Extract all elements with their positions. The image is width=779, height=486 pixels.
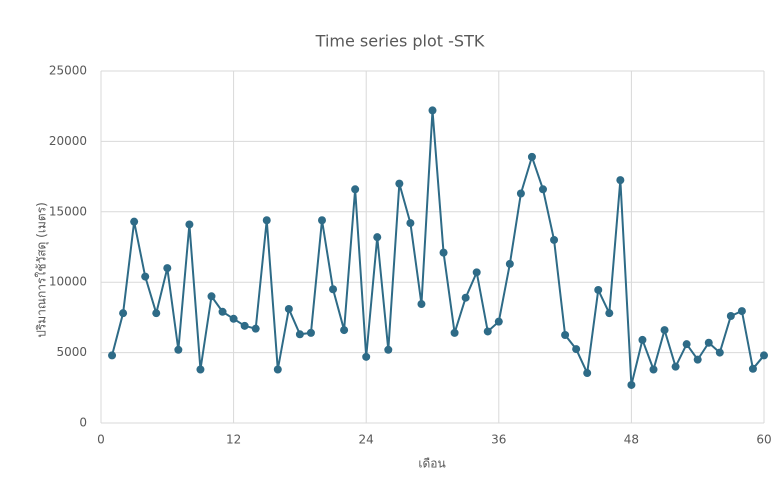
marker — [306, 328, 315, 337]
marker — [649, 365, 658, 374]
chart-title: Time series plot -STK — [315, 32, 485, 51]
x-tick-label: 36 — [491, 433, 506, 447]
marker — [693, 355, 702, 364]
marker — [527, 152, 536, 161]
marker — [450, 328, 459, 337]
marker — [550, 235, 559, 244]
marker — [284, 304, 293, 313]
marker — [572, 345, 581, 354]
marker — [362, 352, 371, 361]
marker — [561, 331, 570, 339]
x-tick-label: 60 — [756, 433, 771, 447]
x-tick-label: 24 — [359, 433, 374, 447]
marker — [251, 324, 260, 333]
marker — [583, 369, 592, 378]
marker — [461, 293, 470, 302]
y-tick-label: 5000 — [56, 345, 87, 359]
marker — [174, 345, 183, 354]
marker — [196, 365, 205, 374]
marker — [627, 380, 636, 389]
marker — [384, 345, 393, 354]
marker — [406, 219, 415, 228]
x-tick-label: 12 — [226, 433, 241, 447]
marker — [594, 285, 603, 294]
x-tick-label: 0 — [97, 433, 105, 447]
x-axis-label: เดือน — [418, 457, 445, 471]
marker — [340, 326, 349, 335]
marker — [130, 217, 139, 226]
marker — [207, 292, 216, 301]
marker — [351, 185, 360, 194]
marker — [439, 248, 448, 257]
marker — [329, 285, 338, 294]
marker — [141, 272, 150, 281]
marker — [605, 309, 614, 318]
marker — [737, 307, 746, 316]
x-tick-label: 48 — [624, 433, 639, 447]
marker — [638, 335, 647, 344]
y-tick-label: 25000 — [49, 64, 87, 78]
marker — [295, 330, 304, 339]
y-axis-label: ปริมาณการใช้วัสดุ (เมตร) — [35, 202, 50, 338]
marker — [262, 216, 271, 225]
marker — [373, 233, 382, 242]
marker — [748, 364, 757, 373]
marker — [539, 185, 547, 194]
marker — [726, 311, 735, 320]
marker — [218, 307, 227, 316]
marker — [715, 348, 724, 357]
marker — [240, 321, 249, 330]
marker — [417, 300, 426, 309]
y-tick-label: 10000 — [49, 275, 87, 289]
y-tick-label: 15000 — [49, 204, 87, 218]
y-tick-label: 0 — [79, 416, 87, 430]
marker — [229, 314, 238, 323]
marker — [185, 220, 194, 229]
marker — [682, 340, 691, 349]
marker — [108, 351, 117, 360]
marker — [660, 326, 669, 335]
line — [111, 110, 765, 386]
marker — [516, 189, 525, 198]
marker — [760, 351, 768, 360]
marker — [671, 362, 680, 371]
marker — [428, 106, 437, 115]
marker — [273, 365, 282, 374]
marker — [152, 309, 161, 318]
marker — [704, 338, 713, 347]
marker — [318, 216, 326, 225]
marker — [119, 309, 128, 318]
marker — [494, 317, 503, 326]
y-tick-label: 20000 — [49, 134, 87, 148]
marker — [472, 268, 481, 277]
marker — [505, 259, 514, 268]
marker — [163, 264, 172, 273]
marker — [395, 179, 404, 188]
marker — [616, 176, 625, 185]
marker — [483, 327, 492, 336]
